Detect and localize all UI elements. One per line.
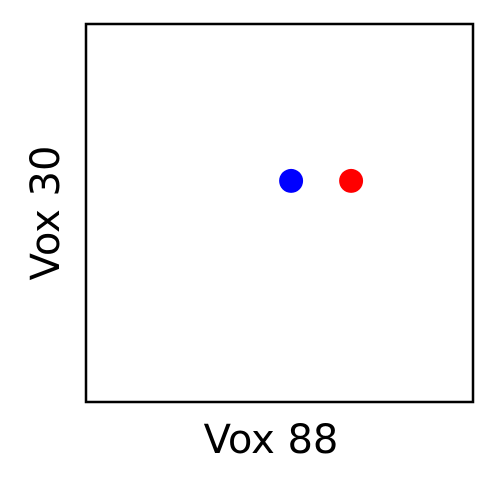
points-layer <box>279 168 364 193</box>
y-axis-label: Vox 30 <box>23 146 69 281</box>
scatter-point-2 <box>339 168 364 193</box>
scatter-point-1 <box>279 168 304 193</box>
plot-frame <box>84 22 475 404</box>
x-axis-label: Vox 88 <box>204 417 339 463</box>
